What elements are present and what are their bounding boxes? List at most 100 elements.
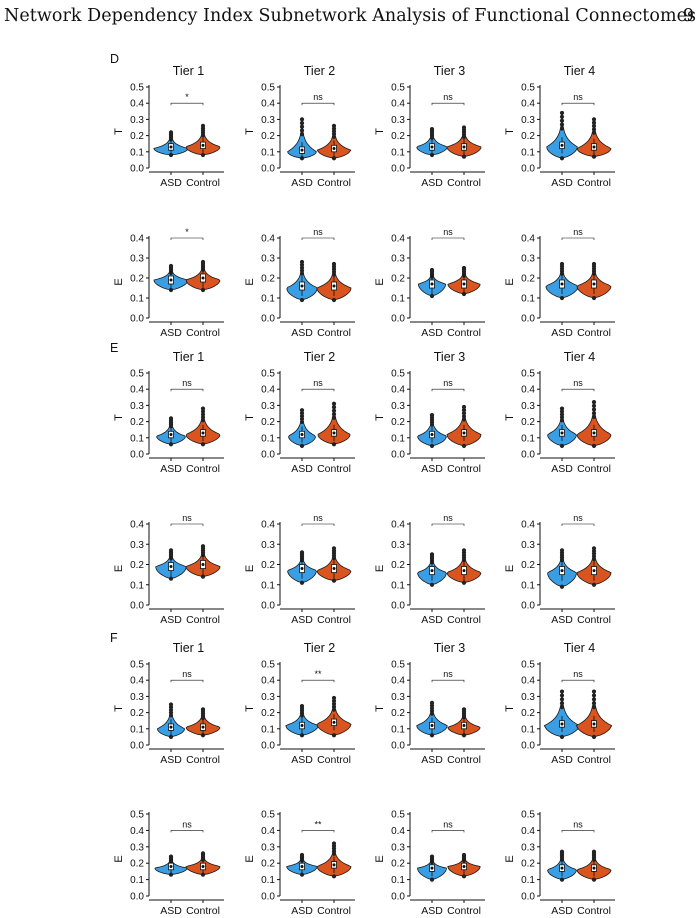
- median-point: [332, 284, 336, 288]
- y-tick-label: 0.1: [391, 294, 405, 305]
- y-tick-label: 0.0: [521, 892, 535, 903]
- y-tick-label: 0.0: [130, 741, 144, 752]
- y-tick-label: 0.0: [130, 892, 144, 903]
- y-tick-label: 0.0: [391, 741, 405, 752]
- median-point: [592, 431, 596, 435]
- significance-label: ns: [443, 227, 453, 237]
- y-tick-label: 0.5: [391, 369, 405, 380]
- median-point: [332, 863, 336, 867]
- x-tick-label: Control: [577, 327, 611, 339]
- median-point: [430, 569, 434, 573]
- outlier-point: [461, 715, 467, 720]
- y-tick-label: 0.5: [391, 660, 405, 671]
- median-point: [300, 433, 304, 437]
- y-tick-label: 0.0: [391, 450, 405, 461]
- y-tick-label: 0.5: [261, 810, 275, 821]
- outlier-point: [331, 851, 337, 856]
- median-point: [592, 722, 596, 726]
- outlier-point: [559, 857, 565, 862]
- y-tick-label: 0.4: [261, 520, 275, 531]
- subplot-title: Tier 3: [434, 641, 466, 655]
- outlier-point: [559, 156, 565, 161]
- median-point: [201, 276, 205, 280]
- outlier-point: [591, 127, 597, 132]
- outlier-point: [429, 582, 435, 587]
- running-header-title: Network Dependency Index Subnetwork Anal…: [4, 6, 697, 26]
- median-point: [169, 725, 173, 729]
- median-point: [462, 569, 466, 573]
- y-tick-label: 0.3: [391, 692, 405, 703]
- outlier-point: [591, 271, 597, 276]
- y-tick-label: 0.0: [130, 601, 144, 612]
- median-point: [560, 569, 564, 573]
- median-point: [592, 569, 596, 573]
- significance-label: ns: [182, 378, 192, 388]
- outlier-point: [559, 877, 565, 882]
- outlier-point: [331, 698, 337, 704]
- outlier-point: [559, 126, 565, 131]
- outlier-point: [299, 132, 305, 137]
- y-tick-label: 0.3: [391, 401, 405, 412]
- significance-label: ns: [313, 513, 323, 523]
- y-axis-label: T: [374, 414, 386, 421]
- y-axis-label: T: [244, 705, 256, 712]
- outlier-point: [168, 872, 174, 877]
- significance-bracket: [170, 830, 204, 833]
- outlier-point: [299, 262, 305, 267]
- subplot-title: Tier 2: [304, 64, 336, 78]
- y-tick-label: 0.2: [391, 560, 405, 571]
- x-tick-label: Control: [447, 327, 481, 339]
- outlier-point: [331, 408, 337, 413]
- y-tick-label: 0.0: [130, 450, 144, 461]
- outlier-point: [591, 704, 597, 710]
- x-tick-label: Control: [317, 614, 351, 626]
- subplot-title: Tier 4: [564, 64, 596, 78]
- y-tick-label: 0.4: [261, 99, 275, 110]
- significance-label: ns: [573, 819, 583, 829]
- median-point: [462, 282, 466, 286]
- outlier-point: [299, 265, 305, 270]
- significance-label: ns: [443, 92, 453, 102]
- y-tick-label: 0.0: [130, 314, 144, 325]
- outlier-point: [429, 293, 435, 299]
- y-axis-label: T: [504, 128, 516, 135]
- y-tick-label: 0.2: [130, 417, 144, 428]
- x-tick-label: Control: [186, 905, 220, 917]
- significance-bracket: [431, 523, 465, 526]
- y-tick-label: 0.0: [261, 164, 275, 175]
- y-tick-label: 0.1: [261, 580, 275, 591]
- y-tick-label: 0.3: [261, 401, 275, 412]
- x-tick-label: ASD: [551, 905, 573, 917]
- outlier-point: [331, 704, 337, 709]
- significance-bracket: [170, 237, 204, 240]
- y-tick-label: 0.1: [130, 433, 144, 444]
- y-tick-label: 0.3: [261, 540, 275, 551]
- x-tick-label: ASD: [551, 327, 573, 339]
- y-tick-label: 0.3: [521, 401, 535, 412]
- outlier-point: [559, 295, 565, 301]
- significance-bracket: [561, 102, 595, 106]
- outlier-point: [591, 689, 597, 694]
- y-tick-label: 0.5: [521, 369, 535, 380]
- panel-label-f: F: [110, 631, 118, 645]
- significance-label: ns: [573, 227, 583, 237]
- y-tick-label: 0.1: [521, 724, 535, 735]
- y-tick-label: 0.2: [521, 131, 535, 142]
- x-tick-label: ASD: [160, 327, 182, 339]
- y-tick-label: 0.4: [521, 234, 535, 245]
- outlier-point: [461, 134, 467, 139]
- x-tick-label: ASD: [291, 463, 313, 475]
- y-tick-label: 0.2: [261, 131, 275, 142]
- y-tick-label: 0.1: [130, 147, 144, 158]
- outlier-point: [591, 556, 597, 562]
- median-point: [430, 282, 434, 286]
- outlier-point: [591, 400, 597, 405]
- subplot-e-e-3: 0.0 0.1 0.2 0.3 0.4 E ASD Control ns: [374, 513, 485, 626]
- significance-label: ns: [182, 669, 192, 679]
- y-axis-label: E: [374, 278, 386, 285]
- x-tick-label: Control: [317, 177, 351, 189]
- outlier-point: [168, 442, 174, 447]
- outlier-point: [429, 877, 435, 882]
- median-point: [430, 145, 434, 149]
- outlier-point: [331, 405, 337, 410]
